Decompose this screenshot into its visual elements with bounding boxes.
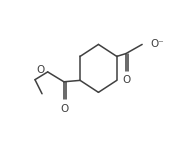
Text: O: O [123,75,131,85]
Text: O: O [37,65,45,75]
Text: O: O [61,104,69,114]
Text: O⁻: O⁻ [150,39,164,49]
